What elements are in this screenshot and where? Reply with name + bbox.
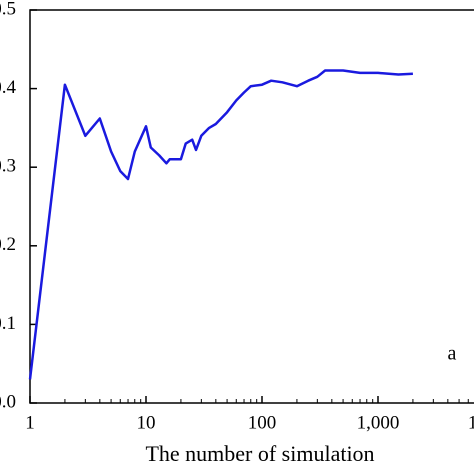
y-tick-label: 0.2 [0, 234, 16, 255]
x-tick-label: 1,000 [357, 412, 400, 433]
x-tick-label: 1 [25, 412, 35, 433]
data-line [28, 69, 413, 380]
x-axis-label: The number of simulation [145, 441, 374, 466]
y-tick-label: 0.5 [0, 0, 16, 19]
x-tick-label: 10 [137, 412, 156, 433]
y-tick-label: 0.3 [0, 156, 16, 177]
plot-frame [29, 9, 474, 404]
annotation: a [448, 343, 457, 365]
y-tick-label: 0.1 [0, 313, 16, 334]
x-tick-label: 100 [248, 412, 277, 433]
y-tick-label: 0.0 [0, 391, 16, 412]
y-tick-label: 0.4 [0, 77, 17, 98]
x-tick-label: 10,000 [468, 412, 474, 433]
